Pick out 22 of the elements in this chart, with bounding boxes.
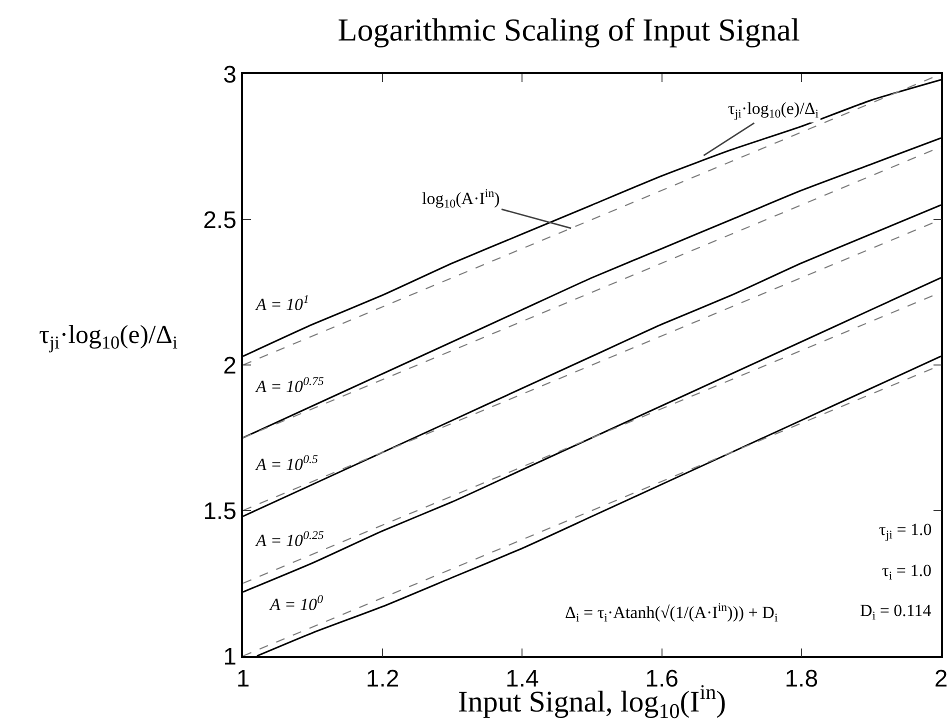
x-tick-label: 1.2: [366, 666, 400, 693]
annotation: τ$_{ji}$·log$_{10}$(e)/Δ$_{i}$: [728, 99, 820, 121]
annotation: Δ$_{i}$ = τ$_{i}$·Atanh(√(1/(A·I$^{in}$))) + D$_{i}$: [565, 600, 778, 625]
series-label: A = 10$^{0.5}$: [255, 452, 318, 474]
annotation: log$_{10}$(A·I$^{in}$): [422, 186, 500, 211]
y-tick-label: 2: [223, 352, 236, 380]
y-axis-title: τ$_{ji}$·log$_{10}$(e)/Δ$_{i}$: [39, 320, 178, 352]
y-tick-label: 1: [223, 643, 236, 670]
chart-title: Logarithmic Scaling of Input Signal: [338, 11, 800, 48]
series-label: A = 10$^{0}$: [269, 592, 324, 614]
annotation: τ$_{i}$ = 1.0: [882, 561, 932, 583]
x-tick-label: 1.6: [645, 666, 678, 693]
series-label: A = 10$^{0.75}$: [255, 374, 324, 396]
annotation: τ$_{ji}$ = 1.0: [879, 520, 932, 542]
annotation: D$_{i}$ = 0.114: [860, 601, 932, 623]
y-tick-label: 2.5: [203, 206, 236, 234]
series-label: A = 10$^{0.25}$: [255, 528, 324, 550]
x-tick-label: 1.8: [784, 666, 818, 693]
y-tick-label: 1.5: [203, 498, 236, 525]
series-label: A = 10$^{1}$: [255, 292, 310, 314]
y-tick-label: 3: [223, 61, 236, 88]
x-tick-label: 2: [934, 666, 948, 693]
